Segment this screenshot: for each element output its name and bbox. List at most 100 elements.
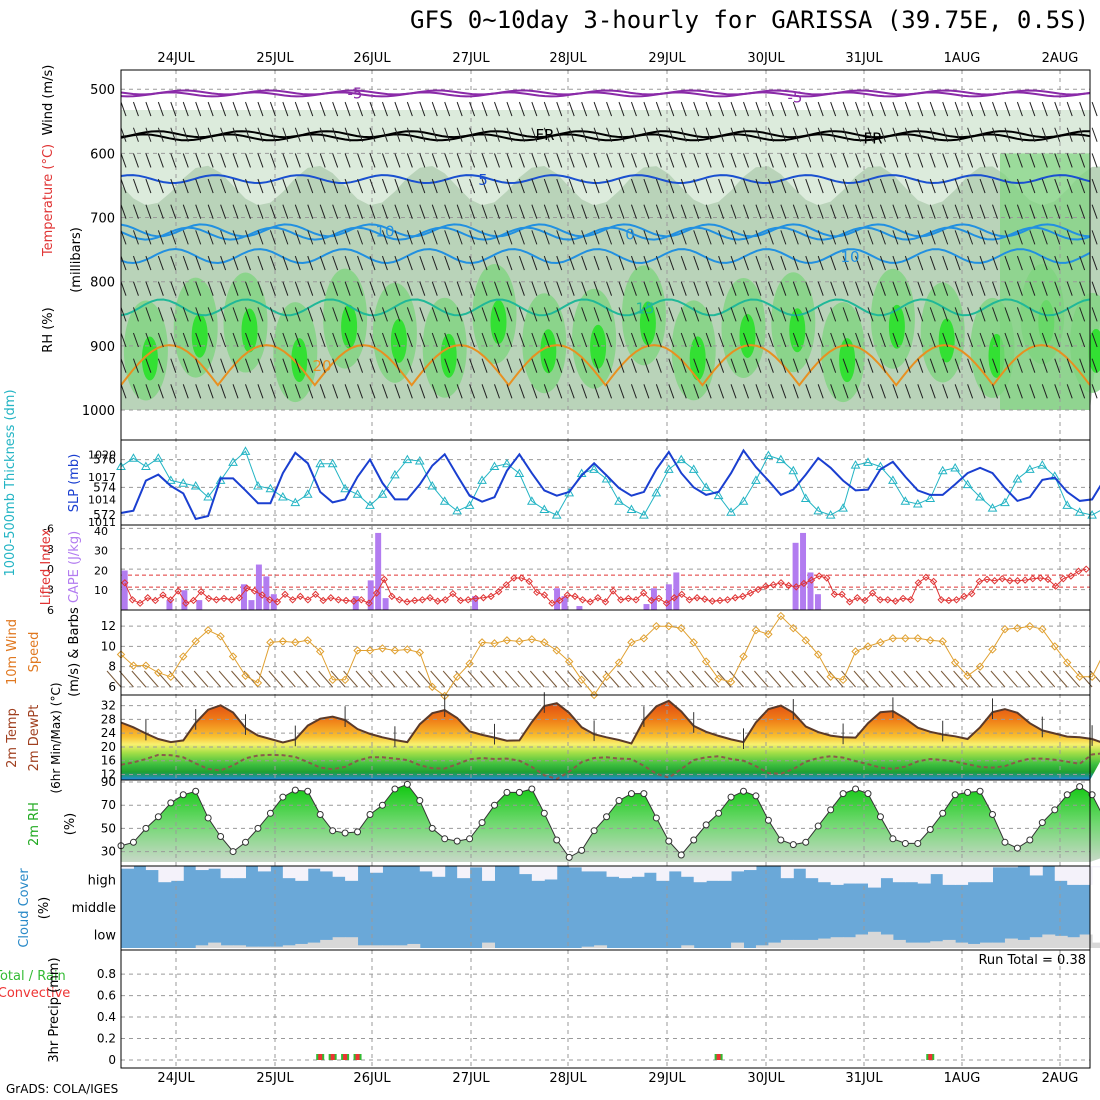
wind-barb xyxy=(369,332,376,348)
wind-barb xyxy=(892,332,899,348)
li-marker xyxy=(868,589,877,597)
wind-barb xyxy=(917,178,924,194)
wind-barb xyxy=(780,358,787,373)
wind-barb xyxy=(195,307,202,322)
wind-barb xyxy=(1016,101,1023,117)
wind-barb xyxy=(581,255,588,271)
wind-barb xyxy=(182,332,189,348)
rh2m-line-marker xyxy=(329,827,337,835)
wind-barb xyxy=(381,127,388,142)
wind-barb xyxy=(979,153,986,168)
wind-barb xyxy=(506,358,513,373)
wind-barb xyxy=(1079,204,1086,219)
wind-barb xyxy=(655,358,662,373)
wind-barb xyxy=(531,127,538,142)
wind-barb-10m xyxy=(654,670,670,688)
ylabel-temp-minmax: (6hr Min/Max) (°C) xyxy=(49,682,63,793)
wind-barb xyxy=(494,255,500,271)
wind-barb xyxy=(207,255,214,271)
wind-speed-line-marker xyxy=(365,646,375,655)
wind-barb xyxy=(693,127,700,142)
rh2m-line-marker xyxy=(503,788,511,796)
wind-barb xyxy=(294,307,301,322)
wind-barb xyxy=(643,281,650,296)
wind-barb xyxy=(1004,307,1011,322)
wind-barb xyxy=(643,358,650,373)
cloud-bar-high xyxy=(432,866,446,877)
wind-barb xyxy=(319,255,326,271)
wind-barb xyxy=(469,153,476,168)
cloud-bar-high xyxy=(519,866,533,875)
wind-barb xyxy=(294,153,301,168)
thickness-line-marker xyxy=(240,446,251,455)
wind-barb xyxy=(531,332,538,348)
wind-barb xyxy=(992,332,998,348)
wind-speed-line-marker xyxy=(863,642,873,651)
wind-barb xyxy=(145,153,152,168)
wind-barb xyxy=(518,255,525,271)
wind-barb-10m xyxy=(766,670,782,688)
li-marker xyxy=(243,584,251,592)
wind-barb-10m xyxy=(641,670,657,688)
li-marker xyxy=(350,597,358,605)
wind-barb xyxy=(344,281,351,296)
wind-barb xyxy=(170,281,177,296)
wind-barb xyxy=(780,127,787,142)
wind-barb xyxy=(381,153,388,168)
precip-conv-bar xyxy=(343,1054,348,1060)
wind-barb xyxy=(157,204,164,219)
wind-speed-line-marker xyxy=(490,639,499,648)
wind-barb xyxy=(643,332,650,348)
wind-barb xyxy=(581,332,588,348)
wind-barb xyxy=(568,332,575,348)
wind-speed-line-marker xyxy=(664,621,674,631)
wind-barb xyxy=(319,204,326,219)
wind-barb xyxy=(195,101,202,117)
wind-barb-10m xyxy=(679,670,695,688)
wind-barb xyxy=(406,178,413,194)
wind-barb-10m xyxy=(878,670,894,688)
wind-barb xyxy=(755,281,762,296)
wind-barb xyxy=(282,204,289,219)
wind-barb xyxy=(992,204,998,219)
rh2m-line-marker xyxy=(167,799,175,807)
wind-barb-10m xyxy=(517,670,533,688)
wind-barb xyxy=(394,127,401,142)
wind-barb xyxy=(606,204,613,219)
wind-barb xyxy=(506,255,513,271)
wind-barb xyxy=(444,307,451,322)
date-label-bottom: 29JUL xyxy=(648,1071,686,1086)
cloud-bar-low xyxy=(581,946,595,948)
wind-barb xyxy=(406,358,413,373)
li-marker xyxy=(700,595,709,603)
wind-barb xyxy=(1016,153,1023,168)
cloud-bar-low xyxy=(830,937,844,948)
rh2m-line-marker xyxy=(540,809,548,817)
rh-fill-bright xyxy=(739,313,756,358)
wind-barb xyxy=(469,127,476,142)
contour-label: 10 xyxy=(840,248,859,266)
rh2m-line-marker xyxy=(528,785,536,793)
wind-barb xyxy=(145,204,152,219)
thickness-line-marker xyxy=(1024,464,1035,473)
wind-barb xyxy=(245,230,251,245)
rh2m-tick-label: 70 xyxy=(101,798,116,812)
ylabel-slp: SLP (mb) xyxy=(67,454,82,513)
wind-barb xyxy=(481,127,488,142)
rh2m-line-marker xyxy=(478,819,486,827)
wind-tick-label: 6 xyxy=(108,680,116,694)
wind-barb xyxy=(556,153,563,168)
wind-barb xyxy=(381,307,388,322)
precip-tick-label: 0.2 xyxy=(97,1032,116,1046)
cloud-bar-high xyxy=(581,866,595,872)
wind-barb xyxy=(1054,281,1061,296)
wind-barb xyxy=(680,358,687,373)
wind-barb xyxy=(705,255,712,271)
wind-barb xyxy=(406,153,413,168)
cloud-bar-high xyxy=(693,866,707,883)
wind-barb xyxy=(792,384,799,399)
wind-barb xyxy=(344,153,351,168)
wind-barb xyxy=(357,332,364,348)
cloud-bar-low xyxy=(482,942,495,948)
thickness-line-marker xyxy=(141,461,151,471)
